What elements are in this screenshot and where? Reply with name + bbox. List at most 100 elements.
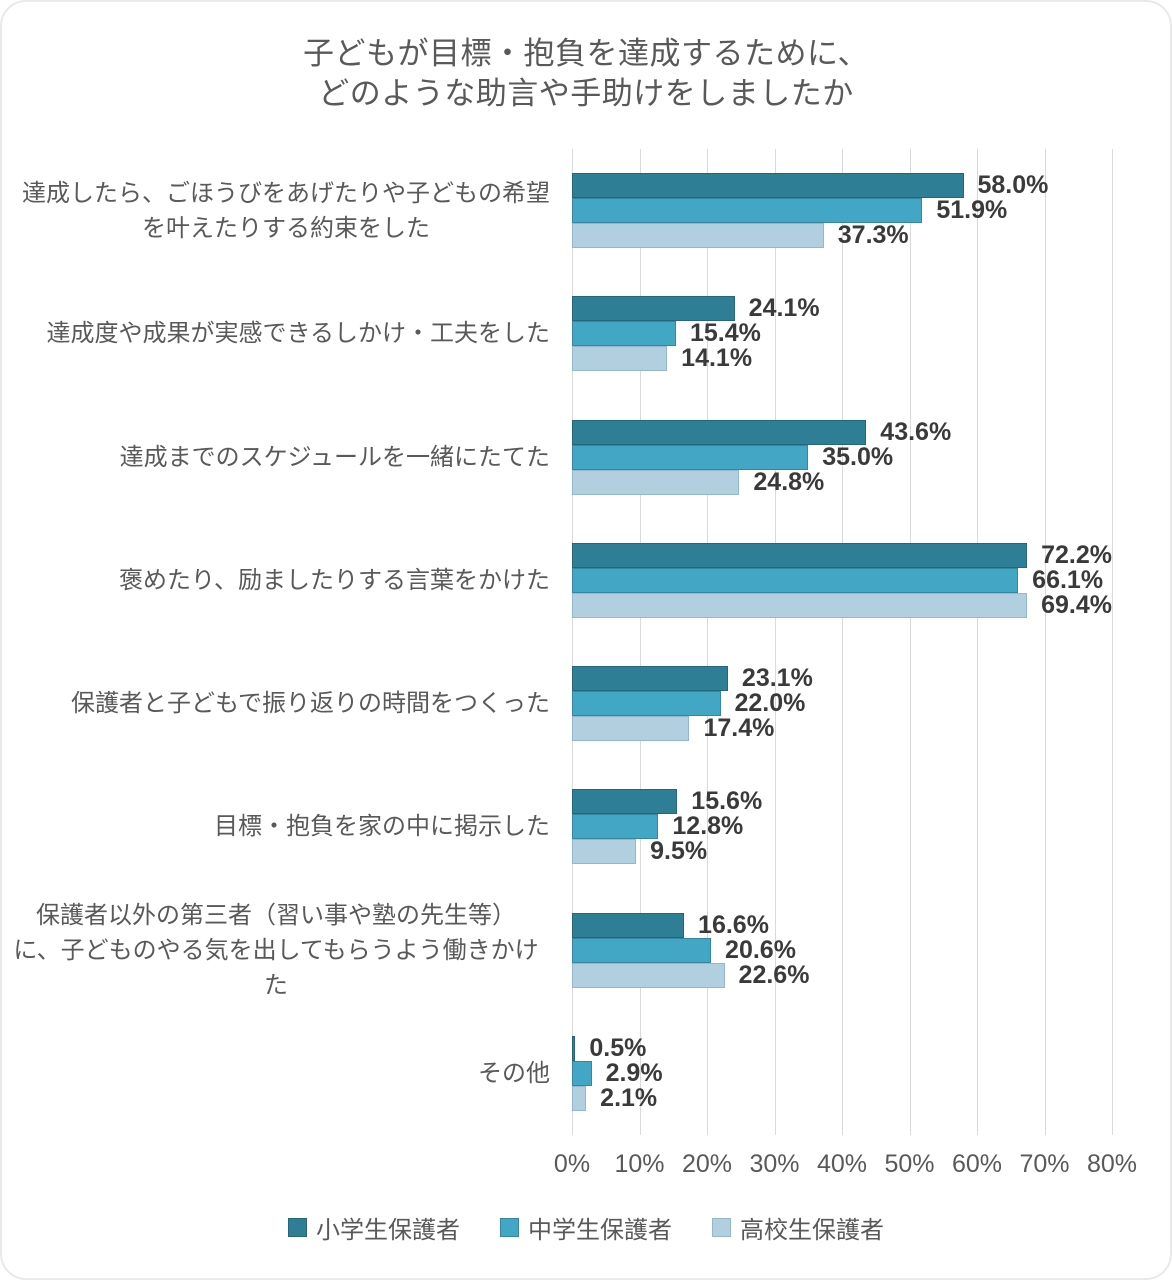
bar-小学生保護者 [572,542,1028,568]
bar-line: 2.1% [572,1083,1112,1112]
legend-item: 中学生保護者 [500,1210,672,1245]
bar-line: 20.6% [572,935,1112,964]
bar-line: 15.6% [572,787,1112,816]
chart-title: 子どもが目標・抱負を達成するために、 どのような助言や手助けをしましたか [2,34,1170,114]
x-axis-tick-label: 10% [614,1150,665,1178]
bar-中学生保護者 [572,444,809,470]
value-label: 20.6% [725,935,796,964]
category-label: 保護者と子どもで振り返りの時間をつくった [2,642,550,765]
bar-小学生保護者 [572,666,728,692]
bar-中学生保護者 [572,567,1019,593]
chart-title-line-2: どのような助言や手助けをしましたか [318,76,854,111]
value-label: 12.8% [672,812,744,841]
legend-item-label: 小学生保護者 [316,1217,460,1244]
gridline [909,149,911,1135]
category-label-text: 保護者以外の第三者（習い事や塾の先生等） に、子どものやる気を出してもらうよう働き… [13,901,539,999]
value-label: 69.4% [1041,590,1112,619]
legend: 小学生保護者 中学生保護者 高校生保護者 [2,1210,1170,1245]
bar-line: 0.5% [572,1033,1112,1062]
bar-line: 22.6% [572,960,1112,989]
bar-高校生保護者 [572,346,668,372]
bar-中学生保護者 [572,691,721,717]
bar-高校生保護者 [572,469,740,495]
bar-line: 35.0% [572,442,1112,471]
gridline [572,149,573,1135]
bar-小学生保護者 [572,912,685,938]
value-label: 35.0% [822,442,894,471]
gridline [1044,149,1046,1135]
category-label: 達成までのスケジュールを一緒にたてた [2,396,550,519]
category-label: 達成したら、ごほうびをあげたりや子どもの希望 を叶えたりする約束をした [2,149,550,272]
chart-title-line-1: 子どもが目標・抱負を達成するために、 [302,36,870,71]
bar-高校生保護者 [572,839,637,865]
x-axis-tick-label: 60% [951,1150,1003,1178]
bar-line: 72.2% [572,540,1112,569]
value-label: 15.4% [689,319,761,348]
gridline [639,149,641,1135]
bar-小学生保護者 [572,296,735,322]
bar-line: 9.5% [572,837,1112,865]
value-label: 22.6% [738,960,810,989]
value-label: 37.3% [837,221,909,250]
value-label: 51.9% [936,196,1008,225]
bar-中学生保護者 [572,321,676,347]
bar-group-row: 58.0% 51.9% 37.3% [572,149,1112,272]
x-axis-tick-label: 40% [816,1150,868,1178]
bar-高校生保護者 [572,962,725,988]
bar-高校生保護者 [572,223,824,249]
value-label: 2.1% [600,1083,658,1112]
value-label: 2.9% [605,1058,663,1087]
bar-group-row: 23.1% 22.0% 17.4% [572,642,1112,765]
value-label: 43.6% [880,417,952,446]
category-label-text: 達成度や成果が実感できるしかけ・工夫をした [46,320,550,348]
category-label: その他 [2,1012,550,1135]
bar-line: 24.8% [572,468,1112,496]
value-label: 0.5% [589,1033,647,1062]
bar-高校生保護者 [572,1085,587,1111]
legend-swatch-icon [288,1218,307,1237]
value-label: 24.1% [748,294,820,323]
bar-line: 22.0% [572,689,1112,717]
gridline [842,149,843,1135]
value-label: 23.1% [741,664,813,693]
bar-line: 69.4% [572,590,1112,619]
bar-group-row: 16.6% 20.6% 22.6% [572,889,1112,1012]
value-label: 14.1% [681,344,753,373]
bar-group-row: 24.1% 15.4% 14.1% [572,272,1112,395]
x-axis-tick-label: 20% [681,1150,733,1178]
category-label-text: 達成したら、ごほうびをあげたりや子どもの希望 を叶えたりする約束をした [22,179,550,242]
legend-swatch-icon [500,1218,519,1237]
gridline [977,149,978,1135]
category-label-text: 褒めたり、励ましたりする言葉をかけた [118,566,550,594]
bar-line: 14.1% [572,344,1112,373]
bar-line: 51.9% [572,196,1112,225]
bar-group-row: 43.6% 35.0% 24.8% [572,396,1112,519]
bar-line: 43.6% [572,417,1112,446]
plot-area: 58.0% 51.9% 37.3% 24.1% 15.4% 14.1% 43.6% 35.0%… [572,149,1113,1135]
value-label: 58.0% [977,171,1049,200]
legend-swatch-icon [712,1218,731,1237]
value-label: 66.1% [1032,565,1104,594]
bar-line: 58.0% [572,171,1112,200]
category-label: 達成度や成果が実感できるしかけ・工夫をした [2,272,550,395]
bar-中学生保護者 [572,1060,592,1086]
x-axis-tick-label: 0% [553,1150,591,1178]
legend-item: 小学生保護者 [288,1210,460,1245]
category-axis: 達成したら、ごほうびをあげたりや子どもの希望 を叶えたりする約束をした達成度や成果… [2,149,550,1135]
value-label: 16.6% [698,910,769,939]
value-label: 15.6% [691,787,763,816]
bar-line: 37.3% [572,221,1112,250]
bar-line: 2.9% [572,1058,1112,1087]
bar-group-row: 0.5% 2.9% 2.1% [572,1012,1112,1135]
value-label: 17.4% [703,714,775,743]
bar-高校生保護者 [572,716,690,742]
bar-line: 23.1% [572,664,1112,693]
gridline [1112,149,1113,1135]
category-label: 保護者以外の第三者（習い事や塾の先生等） に、子どものやる気を出してもらうよう働き… [2,889,550,1012]
x-axis-tick-label: 70% [1019,1150,1070,1178]
bar-line: 17.4% [572,714,1112,743]
bar-小学生保護者 [572,419,867,445]
bar-line: 66.1% [572,565,1112,594]
value-label: 72.2% [1041,540,1112,569]
